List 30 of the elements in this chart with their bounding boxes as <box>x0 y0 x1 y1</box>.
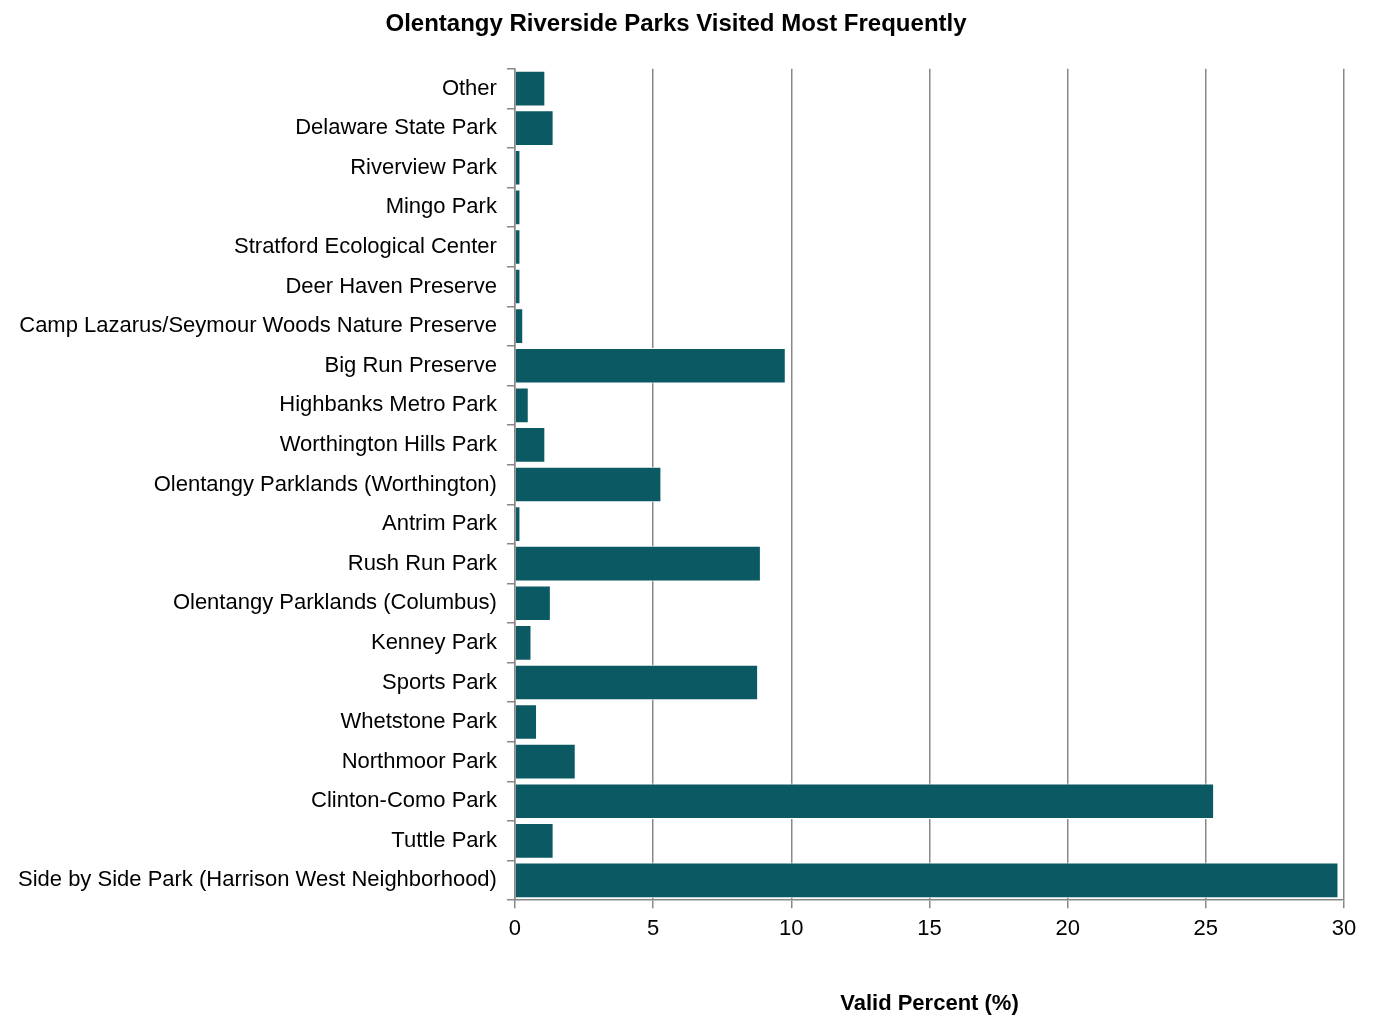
y-tick-label: Camp Lazarus/Seymour Woods Nature Preserve <box>19 312 497 338</box>
y-tick-label: Sports Park <box>381 668 498 694</box>
x-tick-label: 30 <box>1331 915 1357 941</box>
y-tick-label: Olentangy Parklands (Columbus) <box>172 589 497 615</box>
x-axis-title: Valid Percent (%) <box>840 989 1019 1015</box>
y-tick-label: Northmoor Park <box>341 747 498 773</box>
y-tick-label: Delaware State Park <box>295 114 498 140</box>
x-tick-label: 0 <box>508 915 522 941</box>
y-tick-label: Side by Side Park (Harrison West Neighborhood) <box>17 866 497 892</box>
x-tick-label: 10 <box>779 915 804 941</box>
x-tick-label: 20 <box>1055 915 1080 941</box>
y-tick-label: Tuttle Park <box>391 826 498 852</box>
y-tick-label: Mingo Park <box>385 193 498 219</box>
y-tick-label: Kenney Park <box>370 628 498 654</box>
y-tick-label: Stratford Ecological Center <box>234 233 497 259</box>
y-tick-label: Clinton-Como Park <box>311 787 498 813</box>
y-tick-label: Highbanks Metro Park <box>279 391 498 417</box>
x-tick-label: 5 <box>646 915 660 941</box>
y-tick-label: Other <box>441 74 497 100</box>
y-tick-label: Riverview Park <box>350 153 498 179</box>
y-tick-label: Antrim Park <box>382 510 498 536</box>
y-tick-label: Rush Run Park <box>347 549 498 575</box>
y-tick-label: Olentangy Parklands (Worthington) <box>153 470 497 496</box>
x-tick-label: 25 <box>1193 915 1219 941</box>
y-tick-label: Big Run Preserve <box>324 351 497 377</box>
x-tick-label: 15 <box>917 915 942 941</box>
y-tick-label: Whetstone Park <box>340 708 498 734</box>
chart-title: Olentangy Riverside Parks Visited Most Frequently <box>385 9 968 37</box>
y-tick-label: Deer Haven Preserve <box>285 272 497 298</box>
y-tick-label: Worthington Hills Park <box>279 430 498 456</box>
